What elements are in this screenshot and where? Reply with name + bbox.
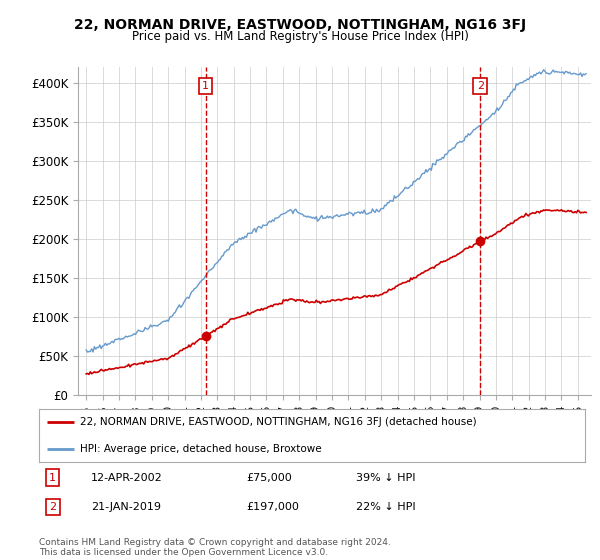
- Text: 1: 1: [49, 473, 56, 483]
- Text: 21-JAN-2019: 21-JAN-2019: [91, 502, 161, 512]
- Text: 12-APR-2002: 12-APR-2002: [91, 473, 163, 483]
- Text: Contains HM Land Registry data © Crown copyright and database right 2024.
This d: Contains HM Land Registry data © Crown c…: [39, 538, 391, 557]
- Text: 39% ↓ HPI: 39% ↓ HPI: [356, 473, 415, 483]
- Text: 2: 2: [49, 502, 56, 512]
- Text: £197,000: £197,000: [247, 502, 299, 512]
- Text: HPI: Average price, detached house, Broxtowe: HPI: Average price, detached house, Brox…: [80, 444, 322, 454]
- Text: 22, NORMAN DRIVE, EASTWOOD, NOTTINGHAM, NG16 3FJ (detached house): 22, NORMAN DRIVE, EASTWOOD, NOTTINGHAM, …: [80, 417, 476, 427]
- Text: 1: 1: [202, 81, 209, 91]
- Text: 22% ↓ HPI: 22% ↓ HPI: [356, 502, 415, 512]
- Text: 22, NORMAN DRIVE, EASTWOOD, NOTTINGHAM, NG16 3FJ: 22, NORMAN DRIVE, EASTWOOD, NOTTINGHAM, …: [74, 18, 526, 32]
- Text: £75,000: £75,000: [247, 473, 292, 483]
- Text: 2: 2: [477, 81, 484, 91]
- Text: Price paid vs. HM Land Registry's House Price Index (HPI): Price paid vs. HM Land Registry's House …: [131, 30, 469, 43]
